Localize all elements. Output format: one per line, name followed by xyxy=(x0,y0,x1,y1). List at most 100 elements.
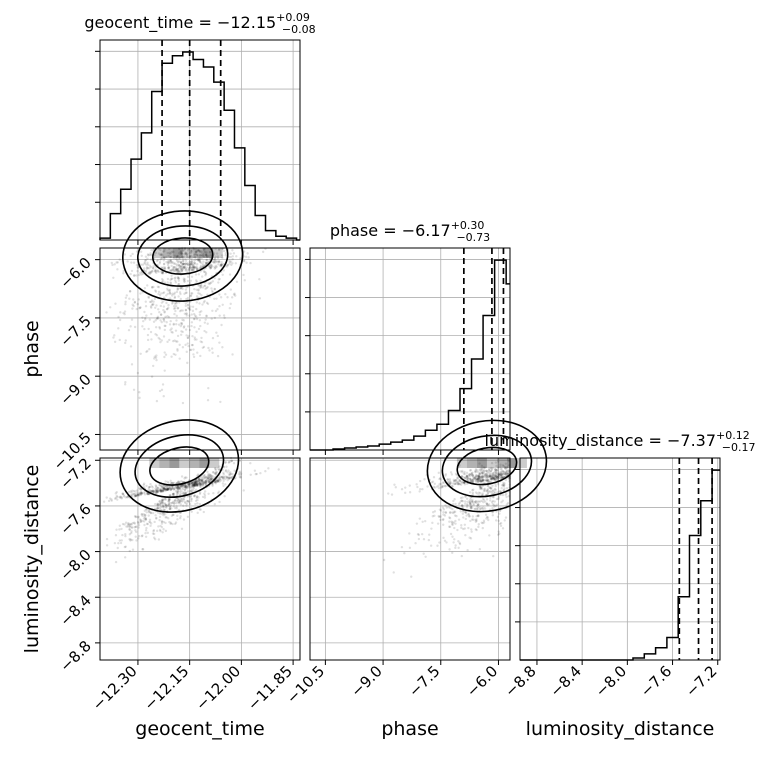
sample-point xyxy=(172,305,176,308)
sample-point xyxy=(197,478,201,482)
sample-point xyxy=(504,465,507,469)
sample-point xyxy=(448,479,451,482)
sample-point xyxy=(231,258,234,261)
sample-point xyxy=(481,476,484,480)
sample-point xyxy=(207,476,211,479)
sample-point xyxy=(168,487,171,491)
histogram-step xyxy=(99,51,300,241)
sample-point xyxy=(115,261,118,264)
sample-point xyxy=(174,266,178,269)
sample-point xyxy=(175,268,178,271)
sample-point xyxy=(476,470,480,474)
sample-point xyxy=(480,476,484,479)
sample-point xyxy=(196,502,199,505)
sample-point xyxy=(146,333,150,337)
sample-point xyxy=(479,475,482,479)
sample-point xyxy=(146,253,150,256)
sample-point xyxy=(160,301,164,304)
sample-point xyxy=(442,523,445,526)
sample-point xyxy=(488,534,491,537)
title-plus-error: +0.30 xyxy=(451,219,485,232)
sample-point xyxy=(218,468,221,472)
sample-point xyxy=(165,503,168,507)
sample-point xyxy=(433,514,436,518)
sample-point xyxy=(158,507,161,510)
sample-point xyxy=(192,248,196,251)
sample-point xyxy=(493,471,496,474)
sample-point xyxy=(159,258,162,261)
sample-point xyxy=(200,479,203,482)
sample-point xyxy=(204,318,207,321)
sample-point xyxy=(146,492,149,496)
sample-point xyxy=(199,279,202,283)
sample-point xyxy=(178,257,182,260)
sample-point xyxy=(156,490,160,493)
sample-point xyxy=(184,501,187,505)
sample-point xyxy=(479,468,482,471)
sample-point xyxy=(479,477,482,480)
sample-point xyxy=(162,291,166,294)
sample-point xyxy=(165,307,169,311)
sample-point xyxy=(154,325,158,329)
sample-point xyxy=(144,518,148,521)
sample-point xyxy=(168,499,171,502)
sample-point xyxy=(478,462,481,465)
sample-point xyxy=(156,269,159,273)
sample-point xyxy=(160,522,164,525)
sample-point xyxy=(179,517,182,520)
sample-point xyxy=(193,480,197,484)
sample-point xyxy=(478,472,481,475)
sample-point xyxy=(142,513,146,516)
sample-point xyxy=(481,478,484,482)
sample-point xyxy=(394,486,397,489)
sample-point xyxy=(475,474,478,478)
sample-point xyxy=(175,302,178,305)
sample-point xyxy=(168,485,172,488)
sample-point xyxy=(471,500,475,504)
sample-point xyxy=(167,500,171,503)
sample-point xyxy=(175,270,178,273)
sample-point xyxy=(499,521,503,525)
sample-point xyxy=(128,290,132,293)
sample-point xyxy=(151,511,155,515)
sample-point xyxy=(165,485,168,488)
sample-point xyxy=(120,496,123,499)
sample-point xyxy=(449,532,453,536)
sample-point xyxy=(138,273,141,277)
sample-point xyxy=(176,489,180,492)
sample-point xyxy=(202,510,205,514)
sample-point xyxy=(465,514,468,517)
sample-point xyxy=(146,493,149,496)
sample-point xyxy=(478,471,482,474)
sample-point xyxy=(150,306,153,309)
sample-point xyxy=(177,487,180,490)
sample-point xyxy=(226,475,229,479)
sample-point xyxy=(481,479,485,483)
sample-point xyxy=(176,487,179,490)
sample-point xyxy=(159,270,163,273)
sample-point xyxy=(145,526,148,530)
sample-point xyxy=(192,485,195,488)
sample-point xyxy=(169,494,172,497)
sample-point xyxy=(198,479,201,483)
sample-point xyxy=(208,265,212,268)
sample-point xyxy=(213,267,217,270)
sample-point xyxy=(185,255,189,258)
sample-point xyxy=(191,486,195,489)
contour-line xyxy=(149,446,210,486)
sample-point xyxy=(170,507,173,510)
sample-point xyxy=(189,262,192,266)
sample-point xyxy=(138,492,141,495)
sample-point xyxy=(499,477,503,480)
sample-point xyxy=(464,476,467,480)
sample-point xyxy=(198,318,202,322)
sample-point xyxy=(218,305,221,308)
histogram-step xyxy=(520,469,720,661)
sample-point xyxy=(492,554,495,558)
y-axis-label: phase xyxy=(21,320,43,377)
sample-point xyxy=(158,325,161,329)
sample-point xyxy=(199,483,203,486)
sample-point xyxy=(224,254,227,257)
sample-point xyxy=(472,488,475,491)
sample-point xyxy=(176,349,179,352)
